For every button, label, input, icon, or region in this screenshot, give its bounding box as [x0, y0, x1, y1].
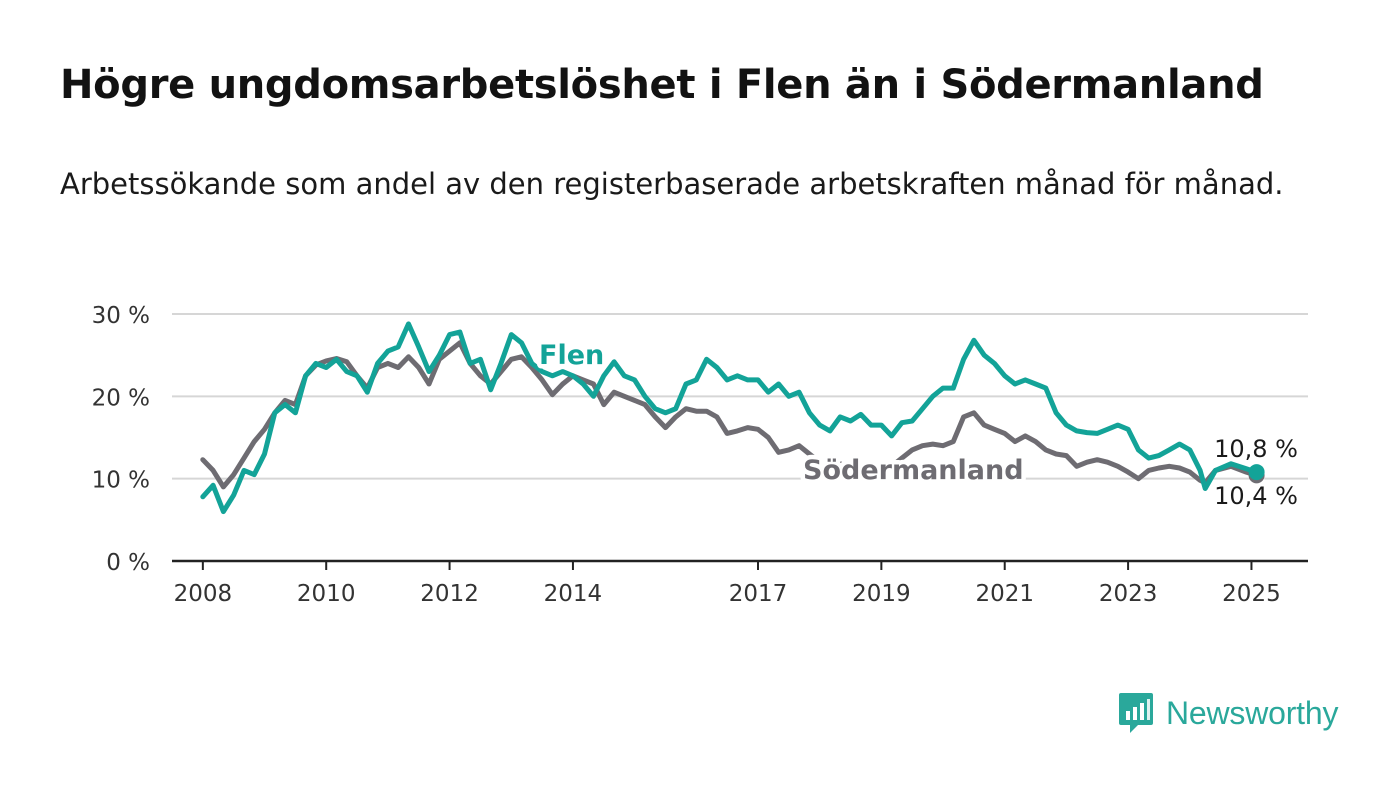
series-label-sodermanland: Södermanland	[803, 455, 1024, 486]
x-tick-label: 2010	[297, 581, 356, 607]
logo-text: Newsworthy	[1166, 694, 1339, 731]
chart-subtitle: Arbetssökande som andel av den registerb…	[60, 167, 1284, 201]
series-line-flen	[200, 321, 1260, 515]
x-tick-label: 2025	[1222, 581, 1281, 607]
y-tick-label: 0 %	[106, 550, 150, 576]
x-tick-label: 2017	[729, 581, 788, 607]
x-tick-label: 2012	[420, 581, 479, 607]
bar-chart-speech-bubble-icon	[1119, 693, 1153, 733]
series-label-flen: Flen	[539, 340, 604, 371]
y-tick-label: 20 %	[92, 385, 150, 411]
x-tick-label: 2019	[852, 581, 911, 607]
series-line-sodermanland	[200, 340, 1260, 490]
end-label-sodermanland: 10,4 %	[1214, 482, 1298, 510]
x-tick-label: 2023	[1099, 581, 1158, 607]
y-tick-label: 10 %	[92, 468, 150, 494]
newsworthy-logo: Newsworthy	[1118, 690, 1338, 736]
x-tick-label: 2014	[544, 581, 603, 607]
end-label-flen: 10,8 %	[1214, 435, 1298, 463]
x-tick-label: 2021	[975, 581, 1034, 607]
y-tick-label: 30 %	[92, 303, 150, 329]
x-tick-label: 2008	[174, 581, 233, 607]
end-point-flen	[1248, 464, 1265, 481]
chart-title: Högre ungdomsarbetslöshet i Flen än i Sö…	[60, 62, 1264, 108]
